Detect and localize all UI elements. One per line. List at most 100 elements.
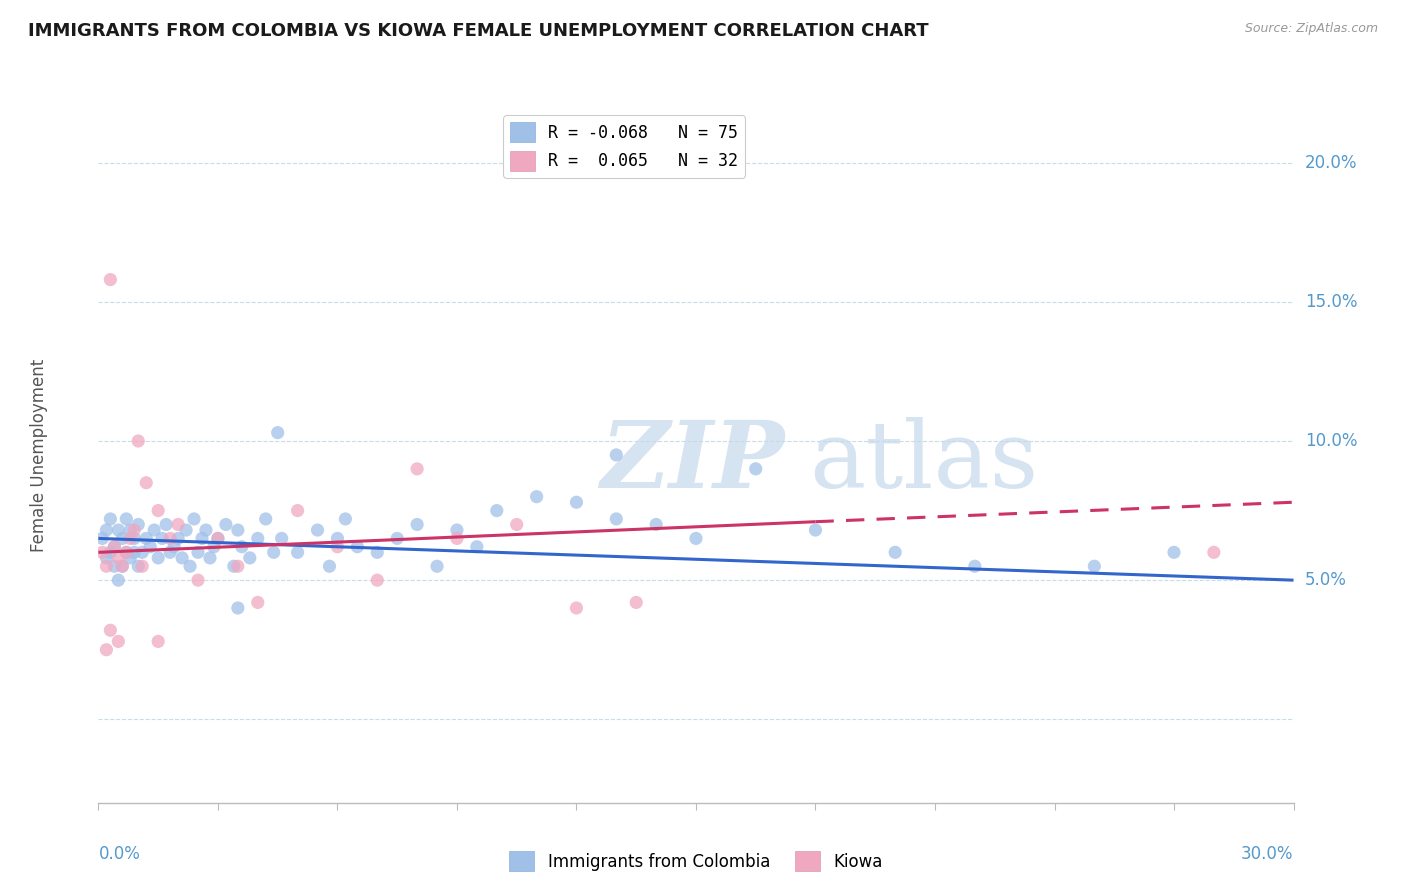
Text: IMMIGRANTS FROM COLOMBIA VS KIOWA FEMALE UNEMPLOYMENT CORRELATION CHART: IMMIGRANTS FROM COLOMBIA VS KIOWA FEMALE… [28,22,929,40]
Point [98,545,122,559]
Text: Female Unemployment: Female Unemployment [30,359,48,551]
Point [239,550,262,565]
Point [1163,545,1185,559]
Point [194,523,218,537]
Text: 10.0%: 10.0% [1305,432,1357,450]
Point [426,559,449,574]
Point [148,503,170,517]
Point [124,545,146,559]
Point [187,573,209,587]
Point [131,545,153,559]
Point [127,559,149,574]
Text: 20.0%: 20.0% [1305,153,1357,171]
Point [624,595,647,609]
Point [98,512,122,526]
Point [139,540,162,554]
Point [107,523,129,537]
Point [127,434,149,448]
Point [1202,545,1225,559]
Point [1083,559,1105,574]
Point [159,545,181,559]
Point [884,545,907,559]
Point [187,545,209,559]
Point [120,550,142,565]
Point [111,532,134,546]
Point [115,512,138,526]
Point [963,559,986,574]
Text: 30.0%: 30.0% [1241,845,1294,863]
Point [103,540,125,554]
Point [406,517,429,532]
Point [605,448,627,462]
Point [246,595,269,609]
Point [107,550,129,565]
Point [565,601,588,615]
Point [231,540,253,554]
Point [202,540,225,554]
Point [446,523,468,537]
Legend: Immigrants from Colombia, Kiowa: Immigrants from Colombia, Kiowa [502,845,890,878]
Point [446,532,468,546]
Point [270,532,292,546]
Point [148,550,170,565]
Point [127,517,149,532]
Text: ZIP: ZIP [600,417,785,507]
Point [107,634,129,648]
Point [96,523,118,537]
Point [115,545,138,559]
Point [207,532,229,546]
Point [685,532,707,546]
Point [226,559,249,574]
Text: 5.0%: 5.0% [1305,571,1347,589]
Point [346,540,368,554]
Point [143,523,166,537]
Point [254,512,277,526]
Text: 15.0%: 15.0% [1305,293,1357,310]
Point [98,272,122,286]
Text: 0.0%: 0.0% [98,845,141,863]
Text: Source: ZipAtlas.com: Source: ZipAtlas.com [1244,22,1378,36]
Point [150,532,173,546]
Point [406,462,429,476]
Point [485,503,508,517]
Point [167,532,190,546]
Point [155,517,177,532]
Point [172,550,194,565]
Point [111,559,134,574]
Point [115,545,138,559]
Point [263,545,285,559]
Point [215,517,238,532]
Point [183,512,205,526]
Point [745,462,768,476]
Point [167,517,190,532]
Point [91,545,114,559]
Point [135,532,157,546]
Point [96,642,118,657]
Point [526,490,548,504]
Point [226,523,249,537]
Point [318,559,340,574]
Point [287,503,309,517]
Point [159,532,181,546]
Point [226,601,249,615]
Point [163,540,186,554]
Point [307,523,329,537]
Point [326,540,349,554]
Point [198,550,221,565]
Point [222,559,245,574]
Point [179,559,201,574]
Point [120,532,142,546]
Point [335,512,357,526]
Point [804,523,827,537]
Point [107,573,129,587]
Point [124,523,146,537]
Point [207,532,229,546]
Point [465,540,488,554]
Point [96,550,118,565]
Point [366,573,388,587]
Point [267,425,290,440]
Point [287,545,309,559]
Point [96,559,118,574]
Point [366,545,388,559]
Point [645,517,668,532]
